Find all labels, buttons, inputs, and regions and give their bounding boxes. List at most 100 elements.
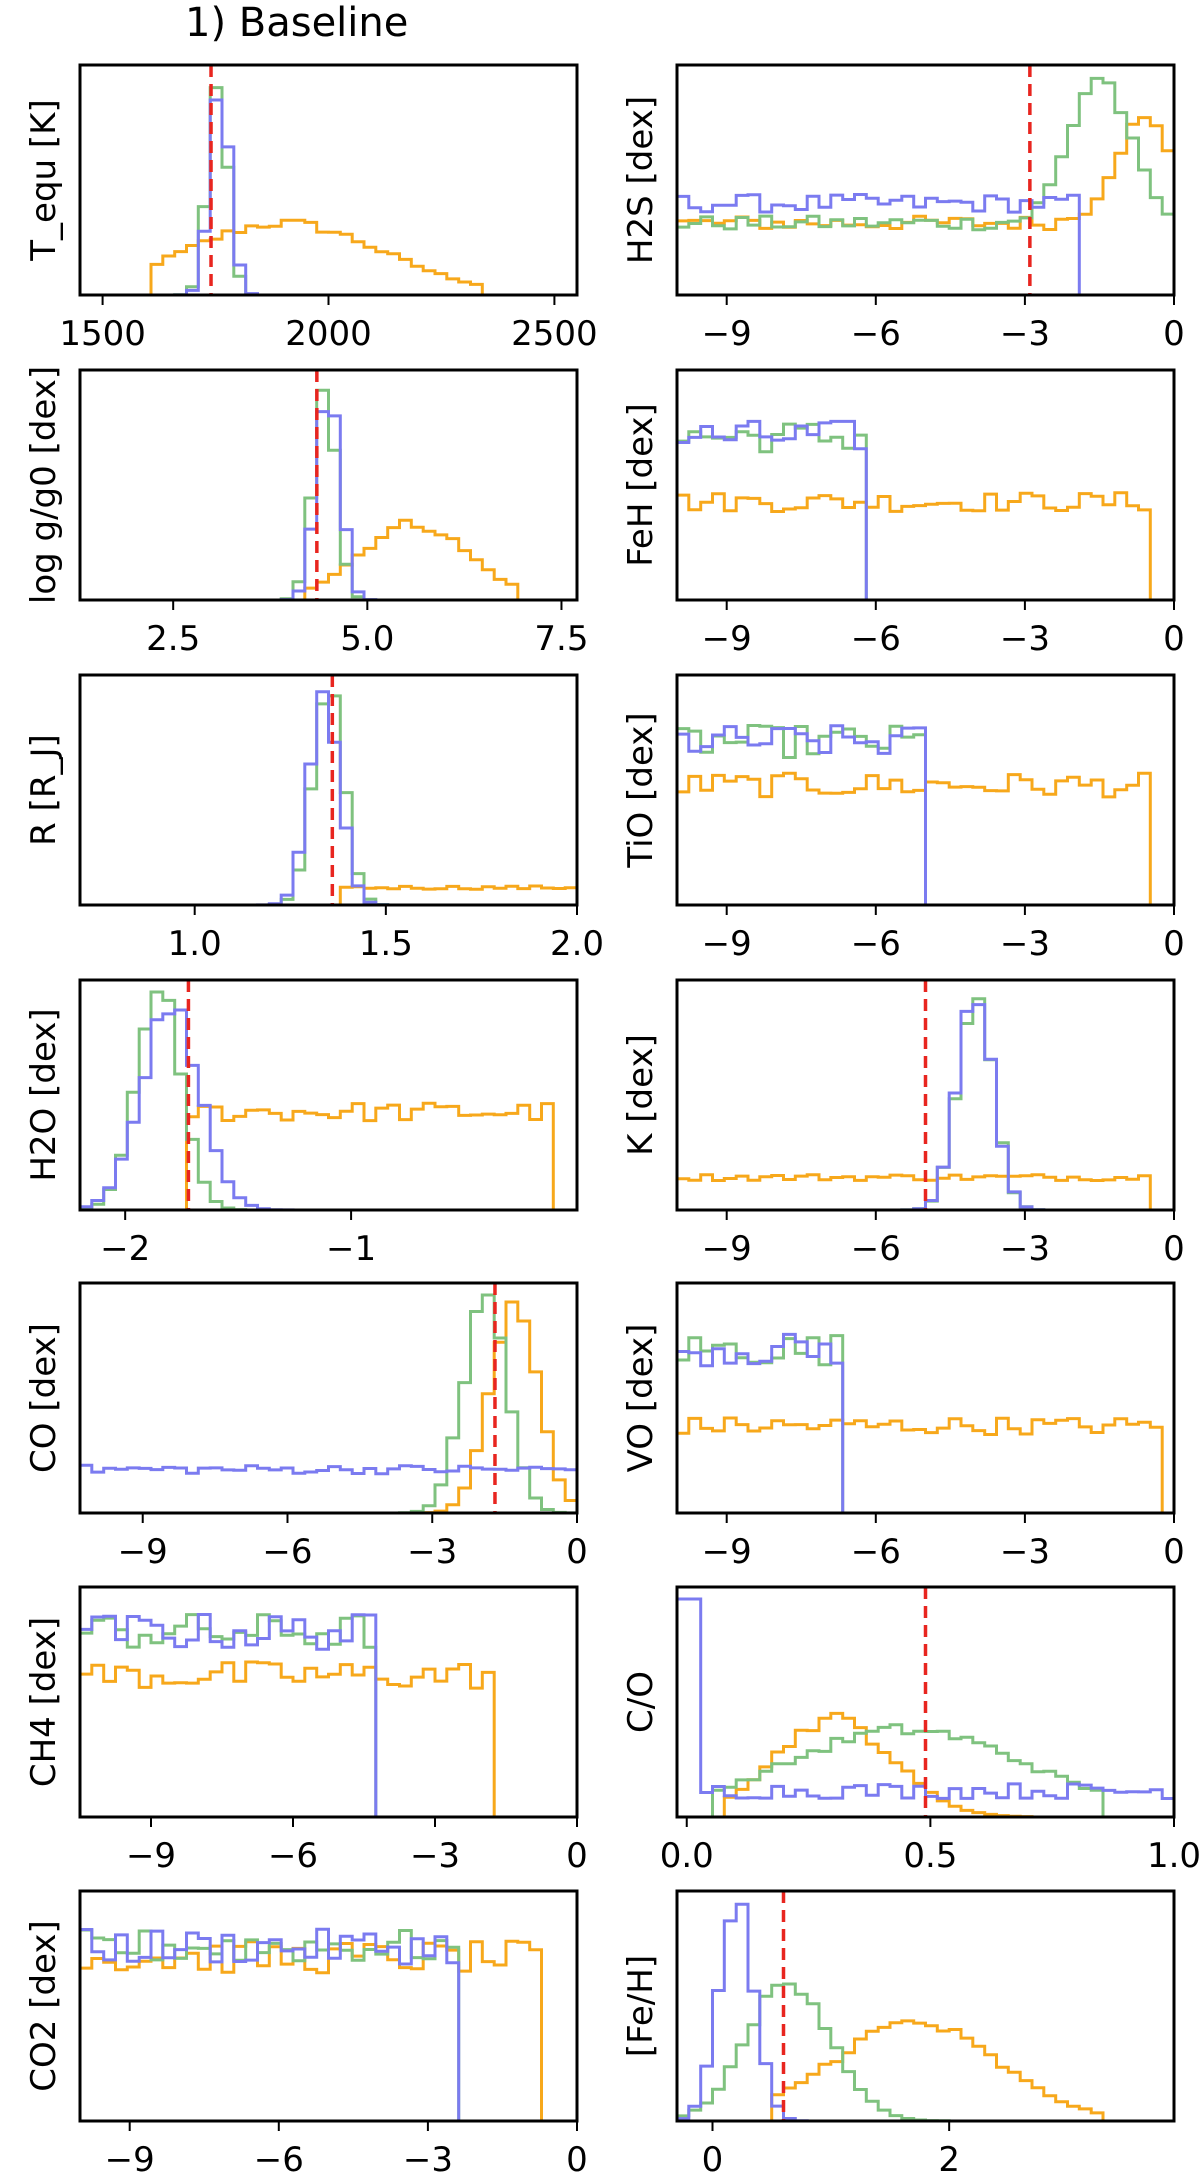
hist-blue-TiO	[677, 724, 1174, 907]
hist-blue-CO	[80, 1463, 577, 1476]
y-label-K: K [dex]	[621, 1034, 661, 1156]
x-tick-label-H2S: −6	[851, 314, 901, 354]
hist-orange-CH4	[80, 1660, 577, 1819]
panel-CO: −9 −6 −3 0 CO [dex]	[24, 1281, 588, 1572]
hist-green-CO	[80, 1293, 577, 1515]
axes-frame-CO_ratio	[675, 1585, 1176, 1819]
x-tick-label-R: 2.0	[550, 924, 604, 964]
x-tick-label-CO_ratio: 1.0	[1147, 1836, 1200, 1876]
panel-K: −9 −6 −3 0 K [dex]	[621, 978, 1185, 1269]
x-tick-label-Tequ: 2500	[511, 314, 598, 354]
y-label-FeH: FeH [dex]	[621, 403, 661, 567]
hist-blue-FeH	[677, 419, 1174, 602]
x-tick-label-FeH_met: 2	[938, 2140, 960, 2180]
x-tick-label-Tequ: 1500	[59, 314, 146, 354]
panel-H2O: −2 −1 H2O [dex]	[24, 978, 579, 1269]
hist-blue-FeH_met	[677, 1902, 1174, 2123]
x-tick-label-H2O: −2	[100, 1229, 150, 1269]
y-label-H2S: H2S [dex]	[621, 96, 661, 264]
hist-blue-CO2	[80, 1927, 577, 2123]
axes-frame-FeH_met	[675, 1889, 1176, 2123]
hist-blue-R	[80, 690, 577, 907]
x-tick-label-CH4: 0	[566, 1836, 588, 1876]
hist-orange-Tequ	[80, 218, 577, 297]
hist-orange-H2S	[677, 116, 1174, 231]
x-tick-label-CO2: −9	[105, 2140, 155, 2180]
panel-Tequ: 1500 2000 2500 T_equ [K]	[24, 63, 598, 354]
x-tick-label-TiO: −6	[851, 924, 901, 964]
x-tick-label-VO: −3	[1000, 1532, 1050, 1572]
y-label-FeH_met: [Fe/H]	[621, 1955, 661, 2057]
x-tick-label-VO: −6	[851, 1532, 901, 1572]
axes-frame-FeH	[675, 368, 1176, 602]
y-label-CO_ratio: C/O	[621, 1671, 661, 1733]
hist-green-logg	[80, 388, 577, 602]
figure-title: 1) Baseline	[185, 0, 408, 46]
panel-CO2: −9 −6 −3 0 CO2 [dex]	[24, 1889, 588, 2180]
x-tick-label-FeH: −3	[1000, 619, 1050, 659]
y-label-logg: log g/g0 [dex]	[24, 366, 64, 604]
x-tick-label-logg: 5.0	[340, 619, 394, 659]
x-tick-label-Tequ: 2000	[285, 314, 372, 354]
hist-orange-FeH	[677, 491, 1174, 602]
y-label-CO2: CO2 [dex]	[24, 1920, 64, 2092]
hist-green-FeH	[677, 422, 1174, 602]
x-tick-label-logg: 7.5	[534, 619, 588, 659]
x-tick-label-TiO: −3	[1000, 924, 1050, 964]
x-tick-label-logg: 2.5	[146, 619, 200, 659]
x-tick-label-H2S: 0	[1163, 314, 1185, 354]
panel-logg: 2.5 5.0 7.5 log g/g0 [dex]	[24, 366, 589, 659]
panel-CH4: −9 −6 −3 0 CH4 [dex]	[24, 1585, 588, 1876]
x-tick-label-K: 0	[1163, 1229, 1185, 1269]
x-tick-label-CO2: −3	[403, 2140, 453, 2180]
x-tick-label-FeH: 0	[1163, 619, 1185, 659]
x-tick-label-H2O: −1	[326, 1229, 376, 1269]
hist-green-FeH_met	[677, 1982, 1174, 2123]
hist-orange-logg	[80, 518, 577, 602]
x-tick-label-R: 1.5	[359, 924, 413, 964]
hist-blue-CH4	[80, 1613, 577, 1819]
axes-frame-logg	[78, 368, 579, 602]
axes-frame-CH4	[78, 1585, 579, 1819]
x-tick-label-R: 1.0	[168, 924, 222, 964]
y-label-CO: CO [dex]	[24, 1323, 64, 1473]
x-tick-label-VO: 0	[1163, 1532, 1185, 1572]
x-tick-label-H2S: −3	[1000, 314, 1050, 354]
axes-frame-K	[675, 978, 1176, 1212]
hist-orange-CO2	[80, 1939, 577, 2123]
hist-orange-R	[80, 884, 577, 907]
x-tick-label-CO2: 0	[566, 2140, 588, 2180]
x-tick-label-FeH: −9	[702, 619, 752, 659]
x-tick-label-CH4: −6	[268, 1836, 318, 1876]
axes-frame-VO	[675, 1281, 1176, 1515]
x-tick-label-CO2: −6	[254, 2140, 304, 2180]
x-tick-label-CO: −9	[118, 1532, 168, 1572]
x-tick-label-K: −3	[1000, 1229, 1050, 1269]
panel-VO: −9 −6 −3 0 VO [dex]	[621, 1281, 1185, 1572]
y-label-R: R [R_J]	[24, 734, 64, 846]
panel-H2S: −9 −6 −3 0 H2S [dex]	[621, 63, 1185, 354]
x-tick-label-FeH: −6	[851, 619, 901, 659]
hist-blue-H2O	[80, 1008, 577, 1212]
hist-blue-H2S	[677, 193, 1174, 297]
axes-frame-H2S	[675, 63, 1176, 297]
hist-green-H2S	[677, 76, 1174, 232]
axes-frame-CO2	[78, 1889, 579, 2123]
x-tick-label-TiO: −9	[702, 924, 752, 964]
x-tick-label-CO: 0	[566, 1532, 588, 1572]
y-label-VO: VO [dex]	[621, 1324, 661, 1473]
hist-orange-FeH_met	[677, 2019, 1174, 2123]
hist-orange-CO	[80, 1300, 577, 1515]
panel-CO_ratio: 0.0 0.5 1.0 C/O	[621, 1585, 1200, 1876]
axes-frame-R	[78, 673, 579, 907]
x-tick-label-K: −9	[702, 1229, 752, 1269]
y-label-H2O: H2O [dex]	[24, 1008, 64, 1181]
y-label-CH4: CH4 [dex]	[24, 1617, 64, 1787]
hist-orange-VO	[677, 1416, 1174, 1515]
x-tick-label-H2S: −9	[702, 314, 752, 354]
panel-R: 1.0 1.5 2.0 R [R_J]	[24, 673, 604, 964]
x-tick-label-VO: −9	[702, 1532, 752, 1572]
x-tick-label-CH4: −9	[126, 1836, 176, 1876]
hist-green-H2O	[80, 990, 577, 1212]
